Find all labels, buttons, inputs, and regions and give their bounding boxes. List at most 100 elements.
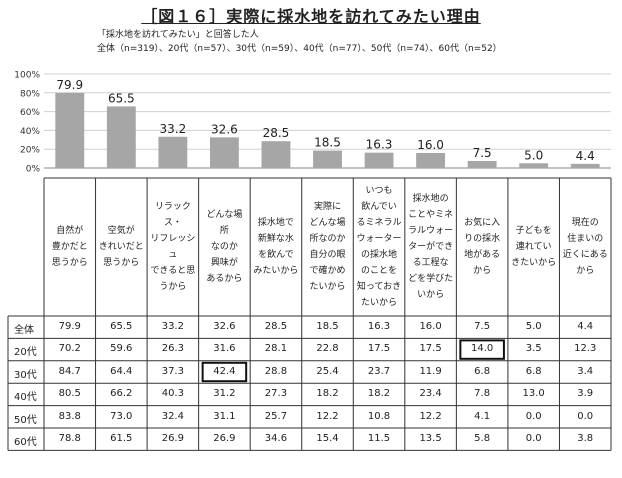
table-cell: 59.6	[110, 343, 133, 355]
subtitle-line-respondents: 「採水地を訪れてみたい」と回答した人	[97, 30, 259, 40]
table-cell: 33.2	[161, 321, 184, 332]
category-label: 実際に どんな場 所なのか 自分の眼 で確かめ たいから	[309, 202, 346, 292]
table-cell: 28.8	[264, 365, 288, 377]
table-cell: 28.5	[264, 321, 288, 332]
table-cell: 64.4	[110, 365, 133, 377]
table-cell: 84.7	[58, 365, 81, 377]
category-label: 子どもを 連れてい きたいから	[511, 226, 557, 268]
category-label: リラックス・ リフレッシュ できると思 うから	[150, 202, 196, 292]
bar	[519, 163, 549, 168]
table-cell: 16.3	[367, 321, 391, 332]
table-row-label: 50代	[14, 414, 37, 426]
table-row-label: 全体	[14, 325, 34, 336]
table-cell: 31.2	[213, 388, 236, 400]
table-cell: 5.0	[525, 321, 542, 332]
category-label: お気に入 りの採水 地がある から	[464, 218, 501, 276]
table-cell: 3.8	[577, 433, 594, 444]
bar	[55, 92, 85, 168]
highlighted-cell-box	[459, 339, 505, 360]
table-row-label: 60代	[14, 437, 37, 448]
bar	[313, 150, 342, 168]
bar-value-label: 16.3	[366, 138, 393, 152]
highlighted-cell-box	[201, 361, 248, 383]
y-tick-label: 60%	[20, 108, 40, 118]
table-row-label: 30代	[14, 369, 37, 381]
table-cell: 3.4	[577, 365, 594, 377]
y-tick-label: 80%	[20, 89, 40, 99]
category-label: どんな場 所 なのか 興味が あるから	[206, 210, 243, 284]
category-label: 現在の 住まいの 近くにある から	[562, 218, 608, 276]
table-cell: 17.5	[367, 343, 391, 355]
table-cell: 79.9	[58, 321, 81, 332]
table-cell: 17.5	[419, 343, 442, 355]
table-cell: 10.8	[367, 410, 391, 422]
table-cell: 78.8	[58, 433, 81, 444]
table-cell: 42.4	[213, 365, 236, 377]
table-cell: 4.1	[474, 410, 491, 422]
table-cell: 32.6	[213, 321, 236, 332]
table-cell: 31.6	[213, 343, 236, 355]
category-label: いつも 飲んでい るミネラル ウォーター の採水地 のことを 知っておき たいか…	[356, 186, 402, 308]
bar	[209, 137, 239, 168]
table-cell: 27.3	[264, 388, 288, 400]
category-label: 空気が きれいだと 思うから	[98, 226, 144, 268]
table-cell: 25.7	[264, 410, 288, 422]
table-cell: 22.8	[316, 343, 339, 355]
table-cell: 18.2	[316, 388, 339, 400]
table-cell: 18.5	[316, 321, 339, 332]
table-cell: 18.2	[367, 388, 391, 400]
table-cell: 5.8	[474, 433, 491, 444]
table-cell: 25.4	[316, 365, 339, 377]
table-cell: 32.4	[161, 410, 184, 422]
table-cell: 0.0	[577, 410, 594, 422]
table-cell: 66.2	[110, 388, 133, 400]
bar-value-label: 32.6	[211, 122, 238, 136]
bar	[416, 152, 446, 168]
table-cell: 13.5	[419, 433, 442, 444]
bar-value-label: 7.5	[473, 146, 492, 160]
table-cell: 37.3	[161, 365, 184, 377]
table-cell: 12.2	[316, 410, 339, 422]
table-cell: 23.4	[419, 388, 442, 400]
bar-value-label: 5.0	[524, 148, 543, 162]
bar-value-label: 65.5	[108, 91, 135, 105]
table-cell: 14.0	[470, 343, 494, 355]
table-cell: 0.0	[525, 433, 542, 444]
table-cell: 80.5	[58, 388, 81, 400]
table-cell: 4.4	[577, 321, 594, 332]
table-cell: 65.5	[110, 321, 133, 332]
table-cell: 61.5	[110, 433, 133, 444]
category-label: 自然が 豊かだと 思うから	[51, 226, 88, 268]
table-cell: 6.8	[525, 365, 542, 377]
category-label: 採水地の ことやミネ ラルウォー ターができ る工程な どを学びた いから	[408, 194, 454, 300]
table-cell: 28.1	[264, 343, 288, 355]
table-cell: 26.3	[161, 343, 184, 355]
chart-title: ［図１６］実際に採水地を訪れてみたい理由	[141, 7, 481, 26]
bar-value-label: 79.9	[56, 78, 83, 92]
table-cell: 34.6	[264, 433, 288, 444]
table-cell: 0.0	[525, 410, 542, 422]
table-cell: 12.2	[419, 410, 442, 422]
table-cell: 11.5	[367, 433, 391, 444]
y-tick-label: 20%	[20, 146, 40, 156]
table-cell: 12.3	[574, 343, 597, 355]
table-cell: 26.9	[213, 433, 236, 444]
y-tick-label: 0%	[26, 165, 41, 175]
bar-value-label: 4.4	[576, 149, 595, 163]
table-cell: 13.0	[522, 388, 545, 400]
table-cell: 26.9	[161, 433, 184, 444]
table-cell: 7.5	[474, 321, 491, 332]
table-cell: 23.7	[367, 365, 391, 377]
table-cell: 31.1	[213, 410, 236, 422]
table-cell: 73.0	[110, 410, 133, 422]
table-cell: 83.8	[58, 410, 81, 422]
table-cell: 16.0	[419, 321, 442, 332]
table-row-label: 40代	[14, 392, 37, 404]
table-cell: 11.9	[419, 365, 442, 377]
table-cell: 15.4	[316, 433, 339, 444]
table-cell: 40.3	[161, 388, 184, 400]
table-cell: 3.9	[577, 388, 594, 400]
bar	[570, 163, 600, 168]
category-label: 採水地で 新鮮な水 を飲んで みたいから	[253, 218, 299, 276]
